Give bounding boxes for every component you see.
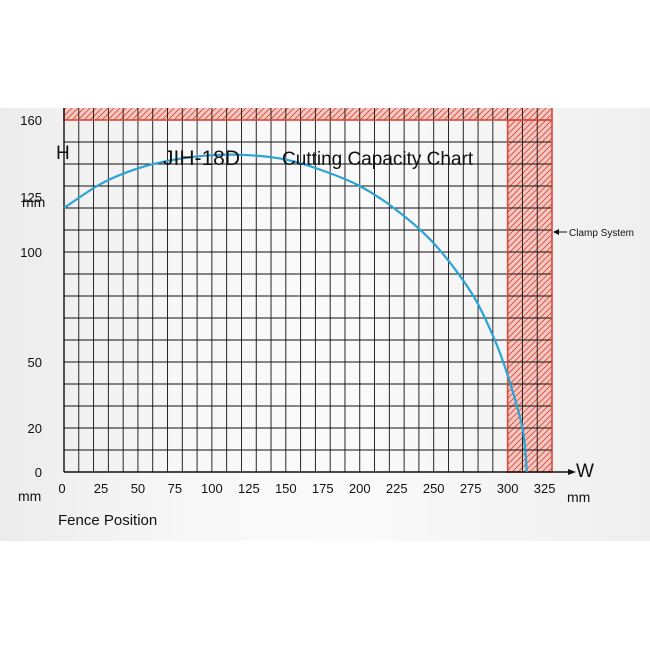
x-tick-label: 75 — [168, 481, 182, 496]
y-tick-labels: 0 20 50 100 125 160 — [20, 113, 42, 480]
x-tick-label: 175 — [312, 481, 334, 496]
clamp-zone-top-outline — [63, 108, 553, 121]
x-tick-labels: 0 25 50 75 100 125 150 175 200 225 250 275 300 325 — [58, 481, 555, 496]
chart-panel: JIH-18D Cutting Capacity Chart H mm W mm… — [0, 108, 650, 541]
cutting-capacity-chart: JIH-18D Cutting Capacity Chart H mm W mm… — [18, 108, 634, 529]
clamp-system-annotation: Clamp System — [553, 228, 634, 239]
y-tick-label: 160 — [20, 113, 42, 128]
clamp-zone-top — [64, 108, 552, 120]
x-tick-label: 125 — [238, 481, 260, 496]
x-tick-label: 50 — [131, 481, 145, 496]
chart-title: Cutting Capacity Chart — [282, 149, 474, 170]
x-tick-label: 225 — [386, 481, 408, 496]
y-tick-label: 50 — [28, 355, 42, 370]
chart-title-model: JIH-18D — [163, 147, 240, 170]
y-tick-label: 100 — [20, 245, 42, 260]
x-tick-label: 325 — [534, 481, 556, 496]
x-axis-arrow — [568, 469, 576, 475]
clamp-system-label: Clamp System — [569, 228, 634, 239]
x-axis-unit-left: mm — [18, 488, 41, 504]
capacity-curve — [63, 153, 528, 473]
x-tick-label: 0 — [58, 481, 65, 496]
y-tick-label: 125 — [20, 190, 42, 205]
x-tick-label: 100 — [201, 481, 223, 496]
x-tick-label: 200 — [349, 481, 371, 496]
x-tick-label: 275 — [460, 481, 482, 496]
x-axis-title: Fence Position — [58, 512, 157, 529]
chart-axes — [63, 108, 576, 475]
capacity-curve-line — [63, 153, 528, 473]
x-axis-unit: mm — [567, 489, 590, 505]
y-tick-label: 0 — [35, 465, 42, 480]
y-axis-letter: H — [56, 143, 70, 164]
y-axis-unit: mm — [22, 194, 45, 210]
x-tick-label: 250 — [423, 481, 445, 496]
x-tick-label: 300 — [497, 481, 519, 496]
x-tick-label: 150 — [275, 481, 297, 496]
y-tick-label: 20 — [28, 421, 42, 436]
x-axis-letter: W — [576, 461, 594, 482]
x-tick-label: 25 — [94, 481, 108, 496]
